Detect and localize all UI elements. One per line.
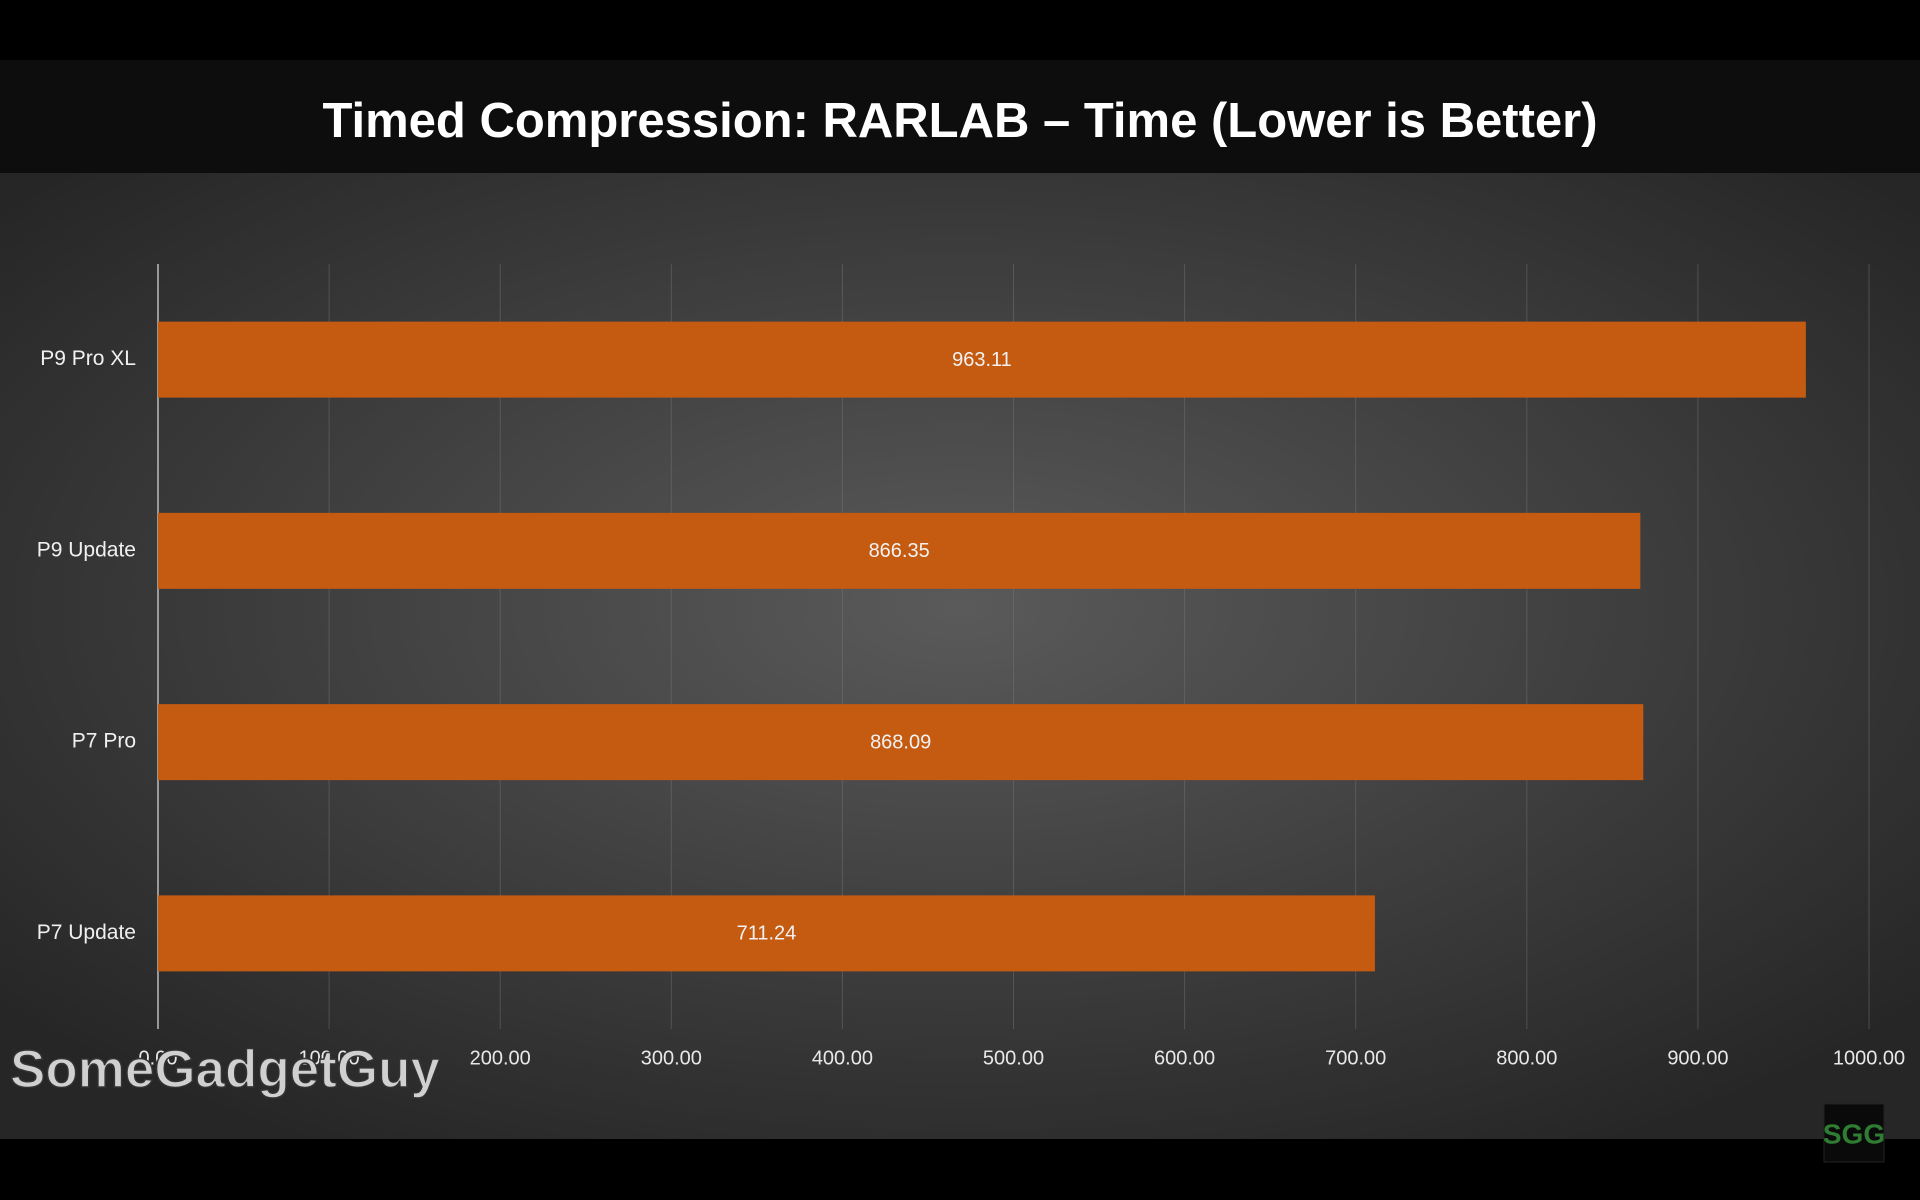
plot-background — [0, 173, 1920, 1139]
data-label: 868.09 — [870, 731, 931, 753]
top-bar — [0, 0, 1920, 60]
y-tick-label: P9 Update — [37, 538, 136, 561]
x-tick-label: 500.00 — [983, 1047, 1044, 1069]
chart-title: Timed Compression: RARLAB – Time (Lower … — [322, 94, 1597, 148]
x-tick-label: 300.00 — [641, 1047, 702, 1069]
watermark: SomeGadgetGuy — [10, 1040, 441, 1099]
logo: SGG — [1823, 1118, 1885, 1149]
plot: 0.00 100.00 200.00 300.00 400.00 500.00 600.00… — [37, 264, 1905, 1069]
y-tick-label: P9 Pro XL — [40, 347, 136, 370]
y-tick-label: P7 Update — [37, 921, 136, 944]
x-tick-label: 1000.00 — [1833, 1047, 1905, 1069]
bar — [158, 512, 1641, 589]
data-label: 711.24 — [737, 923, 797, 945]
x-tick-label: 700.00 — [1325, 1047, 1386, 1069]
data-label: 866.35 — [869, 540, 930, 562]
x-tick-label: 800.00 — [1496, 1047, 1557, 1069]
bar — [158, 704, 1644, 781]
x-tick-label: 200.00 — [470, 1047, 531, 1069]
bottom-bar — [0, 1139, 1920, 1200]
bar — [158, 321, 1806, 398]
logo-box — [1823, 1103, 1885, 1163]
x-tick-label: 100.00 — [299, 1047, 360, 1069]
data-label: 963.11 — [952, 349, 1012, 371]
y-tick-label: P7 Pro — [72, 730, 136, 753]
bar — [158, 895, 1375, 972]
x-tick-label: 400.00 — [812, 1047, 873, 1069]
x-tick-label: 600.00 — [1154, 1047, 1215, 1069]
title-band — [0, 60, 1920, 173]
x-tick-label: 0.00 — [139, 1047, 178, 1069]
x-tick-label: 900.00 — [1667, 1047, 1728, 1069]
